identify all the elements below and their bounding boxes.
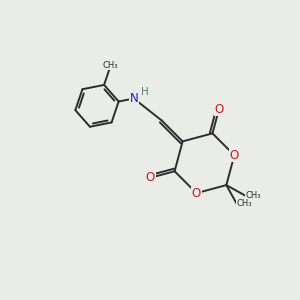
Text: N: N — [129, 92, 138, 105]
Text: CH₃: CH₃ — [237, 199, 252, 208]
Text: O: O — [230, 149, 239, 162]
Text: O: O — [214, 103, 224, 116]
Text: O: O — [192, 187, 201, 200]
Text: H: H — [141, 87, 149, 97]
Text: CH₃: CH₃ — [245, 191, 261, 200]
Text: CH₃: CH₃ — [103, 61, 118, 70]
Text: O: O — [146, 171, 155, 184]
